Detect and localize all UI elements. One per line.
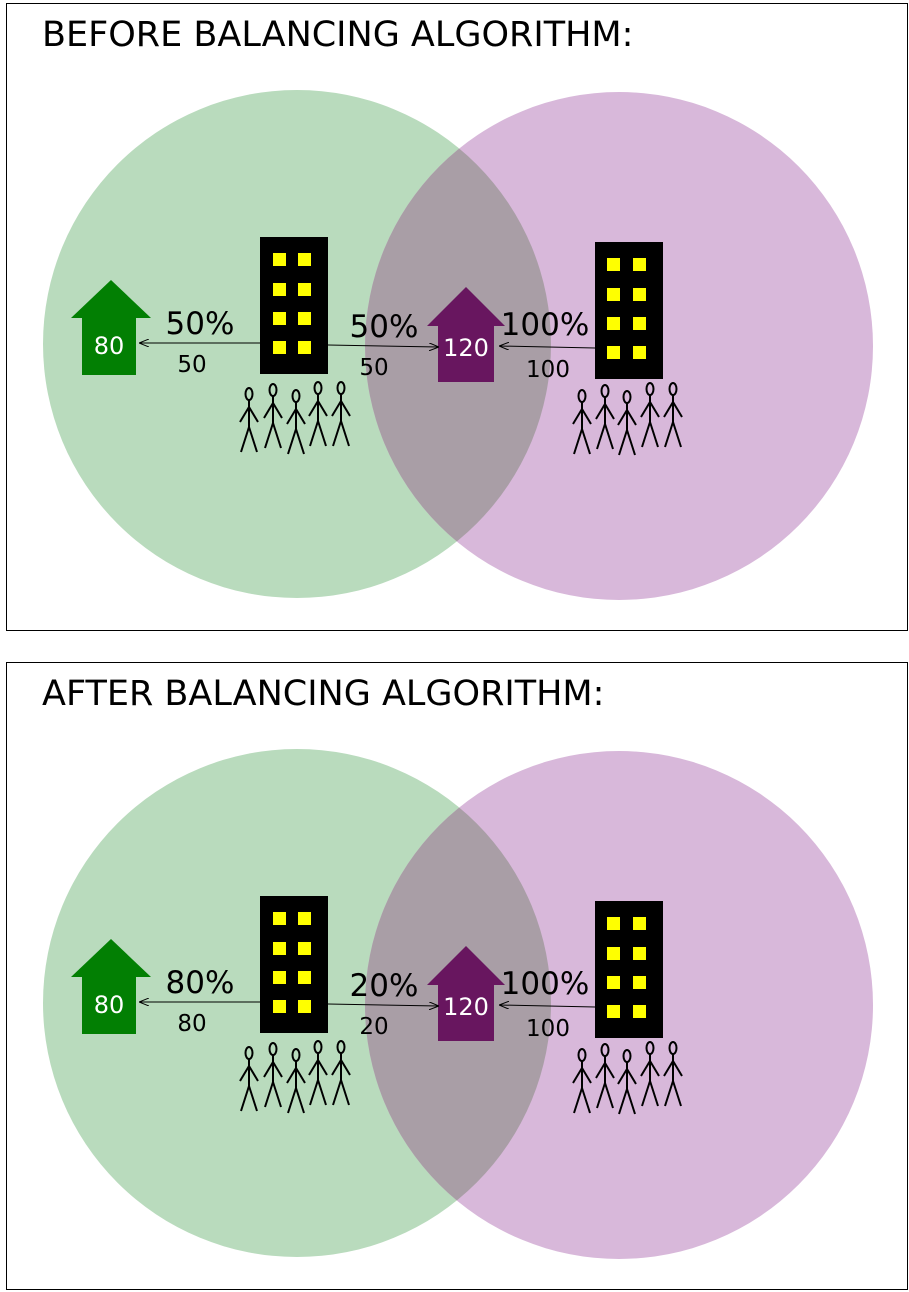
left-to-purple-percent: 20% xyxy=(350,968,419,1004)
left-to-green-percent: 50% xyxy=(166,306,235,342)
left-people-icon xyxy=(239,1040,351,1114)
right-to-purple-percent: 100% xyxy=(501,966,590,1002)
right-to-purple-percent: 100% xyxy=(501,307,590,343)
left-to-purple-amount: 20 xyxy=(359,1014,388,1040)
right-people-icon xyxy=(572,1041,683,1115)
panel-after: AFTER BALANCING ALGORITHM: 80 120 xyxy=(6,662,908,1290)
green-house-icon xyxy=(71,280,151,375)
overlap-region xyxy=(365,92,551,598)
arrow-right-building-to-purple-house xyxy=(500,346,596,348)
purple-house-capacity: 120 xyxy=(443,334,489,362)
diagram-before: BEFORE BALANCING ALGORITHM: 80 120 xyxy=(42,15,873,600)
left-to-purple-amount: 50 xyxy=(359,355,388,381)
panel-title: BEFORE BALANCING ALGORITHM: xyxy=(42,15,633,55)
green-house-capacity: 80 xyxy=(94,991,125,1019)
right-to-purple-amount: 100 xyxy=(526,357,570,383)
purple-house-icon xyxy=(427,946,505,1041)
green-house-capacity: 80 xyxy=(94,332,125,360)
left-people-icon xyxy=(239,381,351,455)
green-house-icon xyxy=(71,939,151,1034)
left-to-green-amount: 80 xyxy=(177,1011,206,1037)
panel-before: BEFORE BALANCING ALGORITHM: 80 120 xyxy=(6,3,908,631)
right-to-purple-amount: 100 xyxy=(526,1016,570,1042)
left-to-purple-percent: 50% xyxy=(350,309,419,345)
right-people-icon xyxy=(572,382,683,456)
panel-title: AFTER BALANCING ALGORITHM: xyxy=(42,674,604,714)
overlap-region xyxy=(365,751,551,1257)
right-building-icon xyxy=(595,901,663,1038)
diagram-after: AFTER BALANCING ALGORITHM: 80 120 xyxy=(42,674,873,1259)
right-building-icon xyxy=(595,242,663,379)
left-to-green-percent: 80% xyxy=(166,965,235,1001)
arrow-left-building-to-purple-house xyxy=(327,1004,438,1006)
arrow-left-building-to-purple-house xyxy=(327,345,438,347)
purple-house-icon xyxy=(427,287,505,382)
arrow-right-building-to-purple-house xyxy=(500,1005,596,1007)
left-building-icon xyxy=(260,896,328,1033)
left-building-icon xyxy=(260,237,328,374)
purple-house-capacity: 120 xyxy=(443,993,489,1021)
left-to-green-amount: 50 xyxy=(177,352,206,378)
